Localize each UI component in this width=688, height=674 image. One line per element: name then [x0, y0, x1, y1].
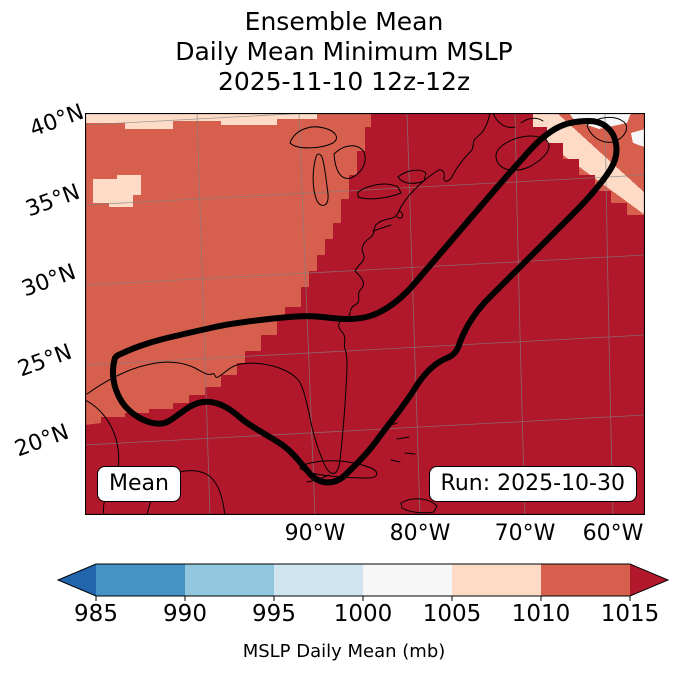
coast-newfoundland	[586, 117, 627, 143]
coast-cuba	[299, 460, 378, 479]
meridian-60w	[604, 113, 614, 515]
lon-tick-90w: 90°W	[284, 521, 346, 546]
parallel-40n	[85, 113, 314, 126]
colorbar-seg-1005-1010	[452, 564, 541, 596]
fill-over-1015	[85, 113, 645, 515]
coast-st-lawrence	[492, 113, 544, 128]
lon-tick-70w: 70°W	[494, 521, 556, 546]
lat-tick-20n: 20°N	[11, 419, 73, 463]
bold-mean-contour	[110, 118, 620, 486]
colorbar-seg-995-1000	[274, 564, 363, 596]
map-axes	[84, 112, 646, 516]
lon-tick-60w: 60°W	[582, 521, 644, 546]
fill-1005-1010-west-patch	[93, 175, 141, 207]
meridian-100w	[196, 113, 211, 515]
member-annotation-box: Mean	[97, 466, 181, 502]
coast-gulf-eastcoast	[86, 113, 491, 474]
lat-tick-30n: 30°N	[18, 259, 80, 303]
title-line-1: Ensemble Mean	[244, 7, 444, 36]
colorbar-ticks	[95, 596, 631, 601]
run-annotation-box: Run: 2025-10-30	[428, 466, 637, 502]
cbar-tick-1005: 1005	[422, 601, 482, 627]
cbar-tick-985: 985	[74, 601, 118, 627]
coast-hispaniola	[400, 498, 438, 514]
lake-ontario	[397, 169, 427, 184]
colorbar-under-arrow	[58, 564, 96, 596]
coast-cape-cod	[396, 210, 404, 219]
cbar-tick-1010: 1010	[511, 601, 571, 627]
coast-nova-scotia	[495, 135, 550, 171]
colorbar-over-arrow	[630, 564, 668, 596]
colorbar-seg-985-990	[96, 564, 185, 596]
cbar-tick-1015: 1015	[600, 601, 660, 627]
colorbar-seg-1010-1015	[541, 564, 630, 596]
mslp-map	[84, 112, 646, 516]
lat-tick-35n: 35°N	[22, 179, 84, 223]
cbar-tick-995: 995	[252, 601, 296, 627]
colorbar	[56, 563, 670, 601]
parallel-30n	[85, 254, 645, 286]
meridian-80w	[406, 113, 421, 515]
colorbar-seg-990-995	[185, 564, 274, 596]
colorbar-seg-1000-1005	[363, 564, 452, 596]
colorbar-axis-label: MSLP Daily Mean (mb)	[242, 641, 446, 662]
lat-tick-40n: 40°N	[26, 99, 88, 143]
axes-frame	[84, 112, 646, 516]
fill-1000-1005-patch-b	[631, 129, 645, 147]
lake-huron	[333, 145, 366, 179]
lake-superior	[289, 126, 337, 149]
lake-michigan	[312, 153, 329, 206]
title-line-3: 2025-11-10 12z-12z	[217, 67, 471, 96]
lon-tick-80w: 80°W	[389, 521, 451, 546]
fill-1005-1010-ne-band	[533, 113, 645, 215]
fill-1005-1010-top-strip	[85, 113, 317, 129]
parallel-20n	[85, 414, 645, 446]
parallel-25n	[85, 334, 645, 366]
lat-tick-25n: 25°N	[14, 339, 76, 383]
cbar-tick-1000: 1000	[333, 601, 393, 627]
parallel-35n	[85, 174, 645, 206]
cbar-tick-990: 990	[163, 601, 207, 627]
lake-erie	[357, 183, 402, 200]
coast-long-island	[372, 224, 392, 232]
title-line-2: Daily Mean Minimum MSLP	[175, 37, 513, 66]
